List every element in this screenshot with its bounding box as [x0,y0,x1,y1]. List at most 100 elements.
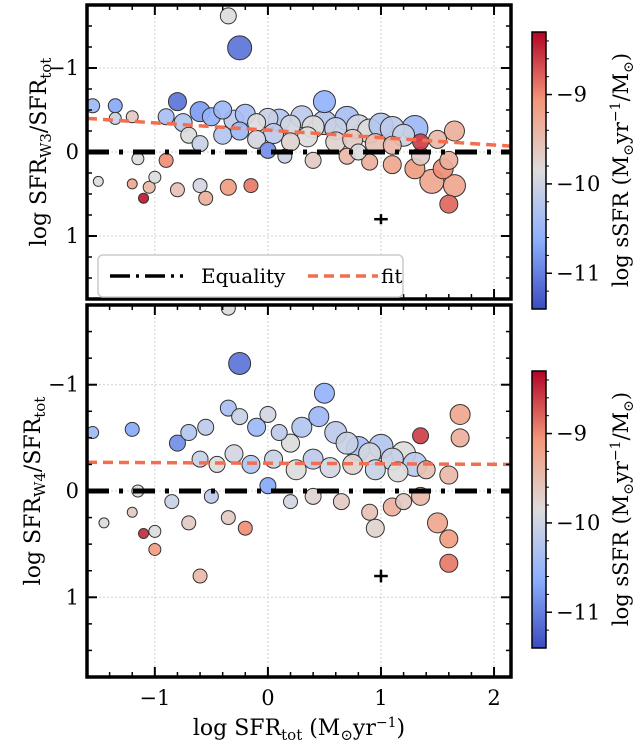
top-grid [87,5,511,299]
bottom-y-axis-label: log SFRW4/SFRtot [21,397,49,586]
bottom-data-point [138,528,150,540]
bottom-data-point [220,305,236,316]
bottom-colorbar-tick-label: −9 [556,422,587,446]
bottom-data-point [313,382,335,404]
bottom-data-point [412,427,430,445]
bottom-data-point [450,428,470,448]
bottom-data-point [98,517,110,529]
bottom-data-point [439,529,459,549]
bottom-colorbar-tick-label: −11 [556,600,600,624]
top-data-point [263,123,285,145]
top-colorbar-tick-label: −9 [556,83,587,107]
top-data-point [382,155,402,175]
bottom-data-point [228,351,252,375]
bottom-data-point [365,518,385,538]
top-data-point [281,132,301,152]
top-colorbar-tick-label: −10 [556,172,600,196]
bottom-y-tick-label: 0 [66,479,79,503]
bottom-data-point [270,424,288,442]
top-data-point [158,152,174,168]
top-data-point [169,182,185,198]
bottom-data-point [291,416,313,438]
top-y-tick-label: −1 [48,56,79,80]
bottom-data-point [247,417,267,437]
top-data-point [219,178,237,196]
top-data-point [247,129,267,149]
top-data-point [439,150,459,170]
top-data-point [439,194,459,214]
bottom-data-point [361,503,379,521]
top-colorbar: −9 −10 −11 log sSFR (M⊙yr−1/M⊙) [531,31,637,310]
bottom-y-tick-label: −1 [48,373,79,397]
top-data-point [131,152,145,166]
bottom-data-point [449,403,471,425]
bottom-data-point [126,506,138,518]
bottom-colorbar-label: log sSFR (M⊙yr−1/M⊙) [608,392,637,626]
bottom-data-point [237,520,253,536]
top-data-point [125,110,139,124]
top-colorbar-gradient [531,31,547,310]
bottom-data-point [335,431,359,455]
bottom-panel: −1 0 1 2 1 0 −1 log SFRW4/SFRtot [21,303,513,710]
legend: Equality fit [97,254,404,298]
top-data-point [192,178,208,194]
bottom-data-point [224,444,244,464]
bottom-data-point [439,465,459,485]
bottom-ticks: −1 0 1 2 1 0 −1 [48,305,511,710]
top-y-tick-label: 1 [66,224,79,248]
top-data-point [157,108,175,126]
legend-box [97,254,404,298]
top-data-point [148,170,162,184]
top-colorbar-tick-label: −11 [556,261,600,285]
legend-equality-label: Equality [201,264,286,288]
bottom-data-point [332,493,350,511]
bottom-data-point [283,494,299,510]
bottom-data-point [319,457,341,479]
bottom-data-point [181,515,197,531]
top-data-point [92,175,104,187]
top-data-point [167,92,187,112]
bottom-colorbar-tick-label: −10 [556,511,600,535]
bottom-data-point [259,405,277,423]
top-data-point [243,178,259,194]
x-tick-label: 0 [261,686,274,710]
bottom-data-point [264,449,284,469]
top-data-point [191,135,209,153]
top-fit-line [87,116,511,148]
top-data-point [296,126,318,148]
bottom-data-point [124,421,140,437]
bottom-data-point [148,524,162,538]
bottom-data-point [191,450,209,468]
top-colorbar-label: log sSFR (M⊙yr−1/M⊙) [608,53,637,287]
bottom-data-point [387,461,409,483]
bottom-data-point [308,406,330,428]
bottom-colorbar-gradient [531,370,547,649]
top-data-point [142,180,156,194]
bottom-data-point [231,408,249,426]
top-data-point [213,100,233,120]
bottom-data-point [148,542,162,556]
bottom-data-point [180,424,198,442]
bottom-colorbar: −9 −10 −11 log sSFR (M⊙yr−1/M⊙) [531,370,637,649]
top-data-point [227,35,253,61]
top-y-tick-label: 0 [66,140,79,164]
bottom-data-point [164,494,180,510]
top-marks [87,7,511,225]
top-data-point [230,121,250,141]
bottom-data-point [220,510,236,526]
x-tick-label: −1 [139,686,170,710]
x-tick-label: 1 [374,686,387,710]
top-data-point [198,190,214,206]
top-data-point [107,98,123,114]
bottom-y-tick-label: 1 [66,585,79,609]
top-data-point [304,151,322,169]
x-tick-label: 2 [487,686,500,710]
bottom-data-point [427,512,449,534]
top-data-point [219,7,237,25]
x-axis-label: log SFRtot (M⊙yr−1) [193,715,405,744]
top-data-point [180,126,198,144]
bottom-data-point [219,399,237,417]
bottom-data-point [168,434,186,452]
top-data-point [138,192,150,204]
